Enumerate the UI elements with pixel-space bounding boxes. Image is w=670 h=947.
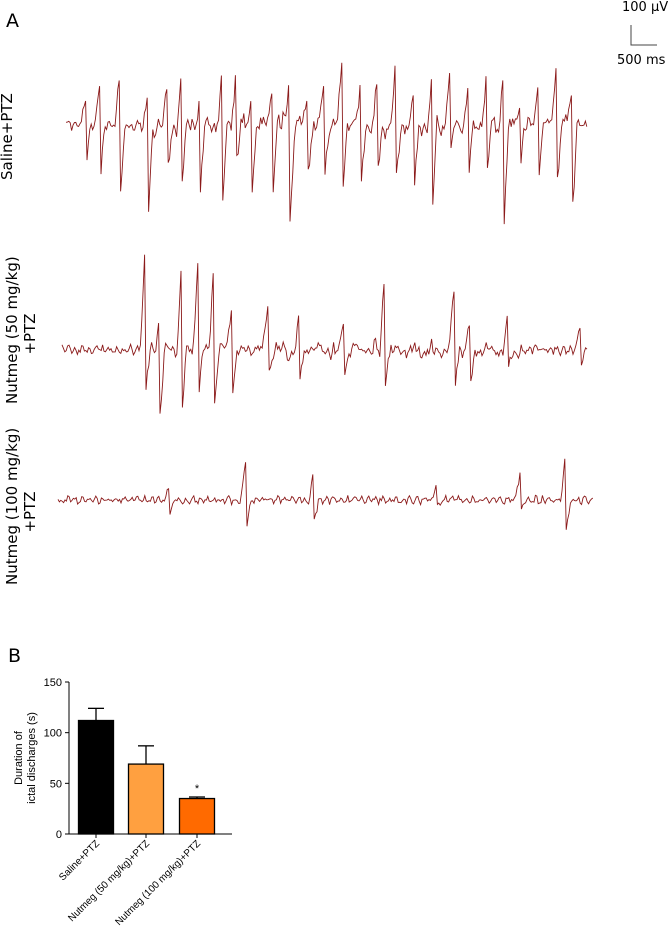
significance-marker: * bbox=[195, 783, 200, 795]
category-label-3: Nutmeg (100 mg/kg)+PTZ bbox=[113, 838, 203, 928]
eeg-trace-nutmeg-50 bbox=[61, 254, 588, 414]
y-tick-label: 50 bbox=[50, 778, 62, 790]
y-axis-label-line1: Duration of bbox=[13, 730, 25, 785]
panel-b-label: B bbox=[8, 645, 22, 667]
scale-bar-voltage-label: 100 µV bbox=[622, 0, 669, 15]
y-tick-label: 100 bbox=[44, 728, 62, 740]
panel-a-label: A bbox=[6, 10, 19, 32]
category-label-2: Nutmeg (50 mg/kg)+PTZ bbox=[66, 838, 152, 924]
y-axis-label-line2: ictal discharges (s) bbox=[26, 712, 38, 804]
category-label-1: Saline+PTZ bbox=[57, 838, 102, 883]
bar-3 bbox=[178, 797, 216, 835]
y-tick-label: 0 bbox=[56, 829, 62, 841]
bar-2 bbox=[127, 763, 165, 835]
y-axis-label: Duration ofictal discharges (s) bbox=[13, 712, 38, 804]
y-tick-label: 150 bbox=[44, 677, 62, 689]
bar-1 bbox=[77, 719, 115, 835]
scale-bar-time-label: 500 ms bbox=[617, 53, 666, 68]
eeg-trace-saline bbox=[65, 62, 588, 225]
eeg-trace-nutmeg-100 bbox=[57, 458, 594, 530]
